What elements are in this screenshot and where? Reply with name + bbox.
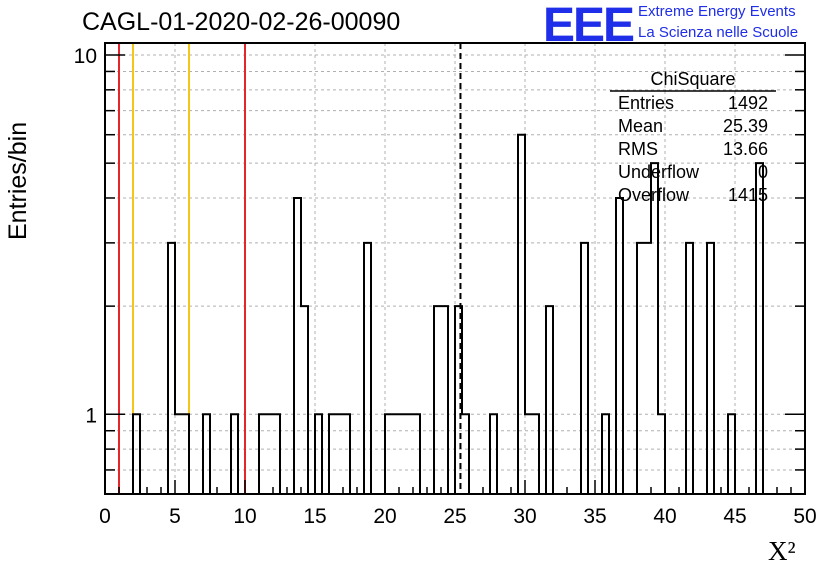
stats-label: Mean	[618, 116, 663, 136]
x-tick-label: 10	[233, 505, 256, 528]
stats-label: RMS	[618, 139, 658, 159]
x-tick-label: 15	[303, 505, 326, 528]
reference-lines	[118, 43, 462, 494]
x-tick-label: 40	[653, 505, 676, 528]
stats-label: Entries	[618, 93, 674, 113]
y-tick-label: 1	[85, 404, 97, 427]
stats-label: Underflow	[618, 162, 700, 182]
x-axis-label: X²	[768, 536, 796, 566]
stats-value: 25.39	[723, 116, 768, 136]
stats-value: 1415	[728, 185, 768, 205]
chart-title: CAGL-01-2020-02-26-00090	[82, 8, 401, 36]
x-tick-label: 30	[513, 505, 536, 528]
axis-ticks: 0 5 10 15 20 25 30 35 40 45 50 1 10	[74, 45, 817, 528]
x-tick-label: 0	[99, 505, 111, 528]
x-tick-label: 35	[583, 505, 606, 528]
x-tick-label: 5	[169, 505, 181, 528]
y-tick-label: 10	[74, 45, 97, 68]
stats-box: ChiSquare Entries 1492 Mean 25.39 RMS 13.66 Un…	[610, 69, 776, 205]
stats-title: ChiSquare	[650, 69, 735, 89]
x-tick-label: 20	[373, 505, 396, 528]
stats-value: 1492	[728, 93, 768, 113]
logo-text-line2: La Scienza nelle Scuole	[638, 24, 799, 41]
x-tick-label: 50	[793, 505, 816, 528]
stats-label: Overflow	[618, 185, 690, 205]
stats-value: 0	[758, 162, 768, 182]
stats-value: 13.66	[723, 139, 768, 159]
logo-text-line1: Extreme Energy Events	[638, 3, 796, 20]
x-tick-label: 45	[723, 505, 746, 528]
x-tick-label: 25	[443, 505, 466, 528]
